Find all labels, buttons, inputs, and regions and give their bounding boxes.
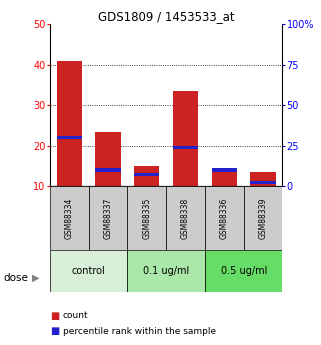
Bar — [50, 250, 127, 292]
Text: 0.5 ug/ml: 0.5 ug/ml — [221, 266, 267, 276]
Bar — [212, 168, 237, 172]
Text: ■: ■ — [50, 326, 59, 336]
Title: GDS1809 / 1453533_at: GDS1809 / 1453533_at — [98, 10, 234, 23]
Bar — [56, 136, 82, 139]
Bar — [89, 186, 127, 250]
Text: dose: dose — [3, 273, 28, 283]
Bar — [56, 61, 82, 186]
Text: GSM88335: GSM88335 — [142, 198, 151, 239]
Bar — [95, 131, 121, 186]
Bar — [166, 186, 205, 250]
Text: 0.1 ug/ml: 0.1 ug/ml — [143, 266, 189, 276]
Bar — [205, 250, 282, 292]
Bar — [212, 170, 237, 186]
Bar — [250, 172, 276, 186]
Text: GSM88337: GSM88337 — [103, 198, 112, 239]
Bar — [127, 250, 205, 292]
Bar — [134, 166, 159, 186]
Bar — [250, 181, 276, 184]
Text: control: control — [72, 266, 105, 276]
Bar — [50, 186, 89, 250]
Bar — [205, 186, 244, 250]
Bar — [134, 172, 159, 176]
Bar — [95, 168, 121, 172]
Text: count: count — [63, 311, 88, 320]
Text: GSM88336: GSM88336 — [220, 198, 229, 239]
Bar — [244, 186, 282, 250]
Text: GSM88334: GSM88334 — [65, 198, 74, 239]
Bar — [127, 186, 166, 250]
Bar — [173, 91, 198, 186]
Text: GSM88339: GSM88339 — [259, 198, 268, 239]
Text: ■: ■ — [50, 311, 59, 321]
Text: ▶: ▶ — [32, 273, 39, 283]
Bar — [173, 146, 198, 149]
Text: percentile rank within the sample: percentile rank within the sample — [63, 327, 216, 336]
Text: GSM88338: GSM88338 — [181, 198, 190, 239]
